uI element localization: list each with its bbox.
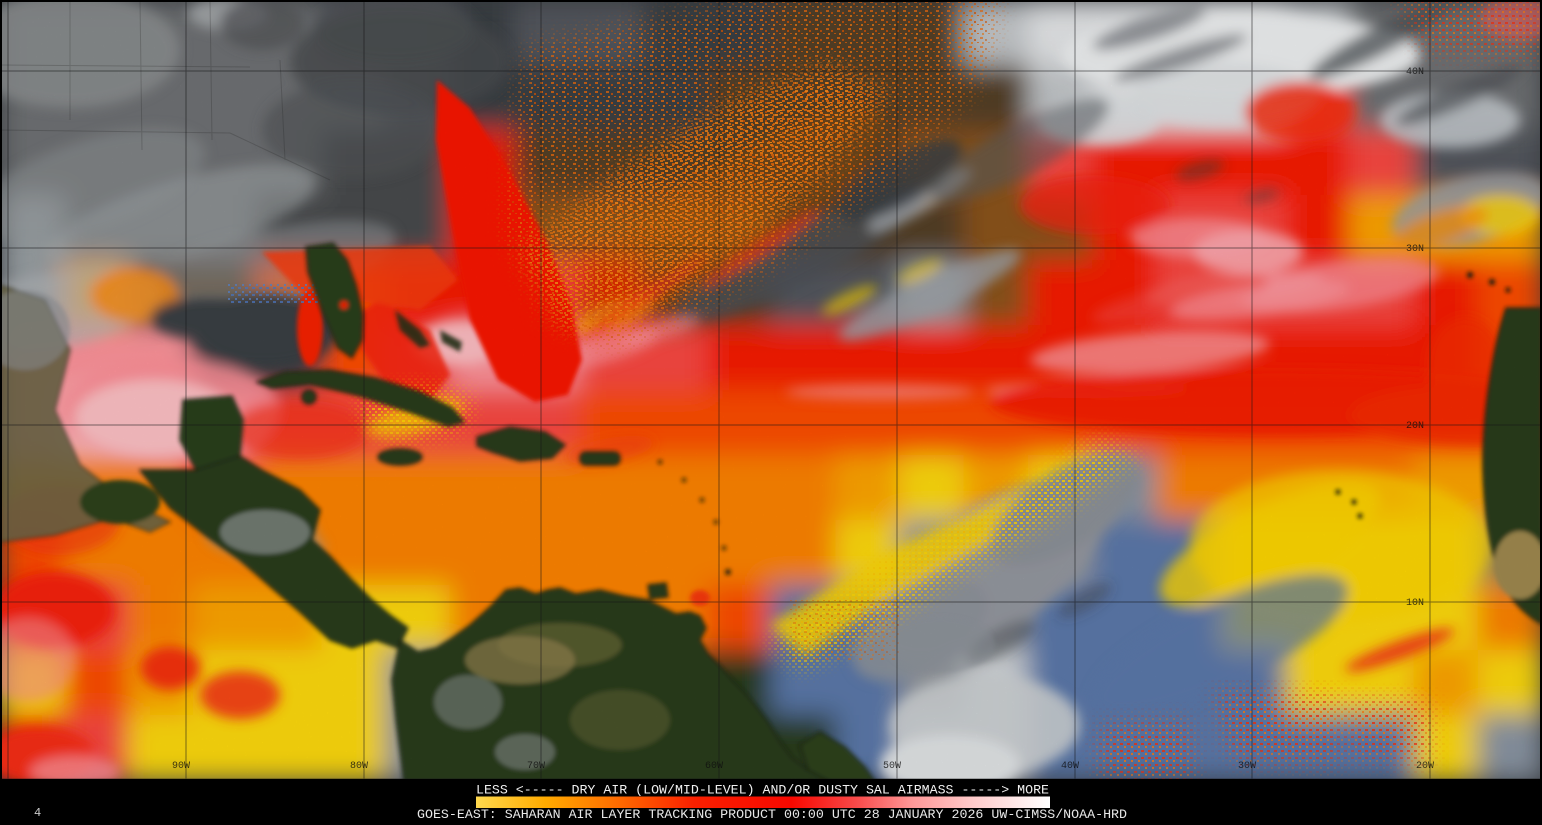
svg-text:4: 4 xyxy=(34,806,41,820)
svg-text:LESS <----- DRY AIR (LOW/MID-L: LESS <----- DRY AIR (LOW/MID-LEVEL) AND/… xyxy=(476,783,1049,798)
svg-text:GOES-EAST: SAHARAN AIR LAYER T: GOES-EAST: SAHARAN AIR LAYER TRACKING PR… xyxy=(417,808,1127,820)
